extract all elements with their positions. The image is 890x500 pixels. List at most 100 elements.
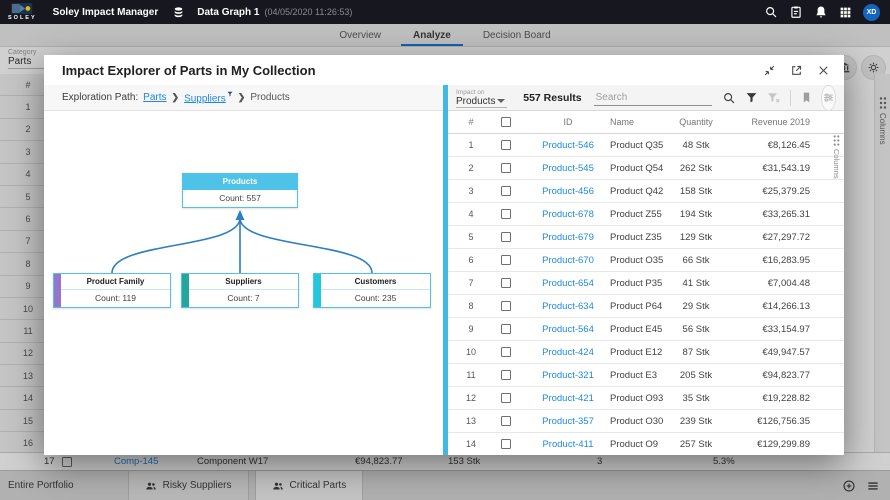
columns-drag-handle[interactable]: Columns bbox=[832, 134, 841, 179]
row-checkbox[interactable] bbox=[62, 457, 72, 467]
search-icon[interactable] bbox=[764, 5, 778, 19]
tab-decision-board[interactable]: Decision Board bbox=[482, 29, 551, 41]
collapse-icon[interactable] bbox=[763, 64, 776, 77]
table-row[interactable]: 14 Product-411 Product O9 257 Stk €129,2… bbox=[448, 433, 844, 455]
table-row[interactable]: 4 Product-678 Product Z55 194 Stk €33,26… bbox=[448, 203, 844, 226]
add-view-button[interactable] bbox=[842, 479, 856, 493]
background-table-row-17[interactable]: 17 Comp-145 Component W17 €94,823.77 153… bbox=[0, 452, 890, 470]
impact-on-label: Impact on bbox=[456, 88, 485, 96]
table-row[interactable]: 11 Product-321 Product E3 205 Stk €94,82… bbox=[448, 364, 844, 387]
product-name: Product O30 bbox=[610, 415, 664, 427]
product-id-link[interactable]: Product-546 bbox=[542, 139, 594, 151]
table-row[interactable]: 8 Product-634 Product P64 29 Stk €14,266… bbox=[448, 295, 844, 318]
header-quantity[interactable]: Quantity bbox=[679, 117, 713, 127]
database-icon[interactable] bbox=[172, 6, 185, 19]
exploration-path-label: Exploration Path: bbox=[62, 92, 139, 103]
row-checkbox[interactable] bbox=[501, 278, 511, 288]
product-id-link[interactable]: Product-634 bbox=[542, 300, 594, 312]
row-checkbox[interactable] bbox=[501, 301, 511, 311]
row-checkbox[interactable] bbox=[501, 232, 511, 242]
header-name[interactable]: Name bbox=[610, 117, 635, 127]
product-id-link[interactable]: Product-424 bbox=[542, 346, 594, 358]
product-id-link[interactable]: Product-411 bbox=[542, 438, 594, 450]
row-checkbox[interactable] bbox=[501, 324, 511, 334]
part-count: 3 bbox=[597, 456, 603, 467]
table-row[interactable]: 2 Product-545 Product Q54 262 Stk €31,54… bbox=[448, 157, 844, 180]
tab-analyze[interactable]: Analyze bbox=[397, 24, 467, 46]
product-id-link[interactable]: Product-421 bbox=[542, 392, 594, 404]
app-title: Soley Impact Manager bbox=[52, 6, 159, 18]
clear-filter-icon[interactable] bbox=[767, 91, 781, 105]
product-id-link[interactable]: Product-654 bbox=[542, 277, 594, 289]
top-bar: SOLEY Soley Impact Manager Data Graph 1 … bbox=[0, 0, 890, 24]
product-name: Product P64 bbox=[610, 300, 663, 312]
columns-drag-handle[interactable]: Columns bbox=[875, 74, 890, 145]
bookmark-icon[interactable] bbox=[800, 91, 813, 104]
bottom-bar: Entire Portfolio Risky Suppliers Critica… bbox=[0, 470, 890, 500]
diagram-pane: Exploration Path: Parts ❯ Suppliers ❯ Pr… bbox=[44, 85, 443, 455]
close-icon[interactable] bbox=[817, 64, 830, 77]
node-accent-bar bbox=[314, 274, 321, 307]
row-checkbox[interactable] bbox=[501, 416, 511, 426]
row-checkbox[interactable] bbox=[501, 393, 511, 403]
product-revenue: €129,299.89 bbox=[757, 438, 810, 450]
table-row[interactable]: 9 Product-564 Product E45 56 Stk €33,154… bbox=[448, 318, 844, 341]
table-row[interactable]: 10 Product-424 Product E12 87 Stk €49,94… bbox=[448, 341, 844, 364]
breadcrumb-parts-link[interactable]: Parts bbox=[143, 92, 167, 103]
row-checkbox[interactable] bbox=[501, 439, 511, 449]
product-revenue: €16,283.95 bbox=[762, 254, 810, 266]
table-row[interactable]: 7 Product-654 Product P35 41 Stk €7,004.… bbox=[448, 272, 844, 295]
category-select[interactable]: Category Parts bbox=[8, 49, 58, 69]
table-row[interactable]: 3 Product-456 Product Q42 158 Stk €25,37… bbox=[448, 180, 844, 203]
product-name: Product Z55 bbox=[610, 208, 662, 220]
select-all-checkbox[interactable] bbox=[501, 117, 511, 127]
header-id[interactable]: ID bbox=[563, 117, 573, 127]
row-checkbox[interactable] bbox=[501, 209, 511, 219]
tab-overview[interactable]: Overview bbox=[339, 29, 382, 41]
impact-on-select[interactable]: Impact on Products bbox=[456, 88, 508, 108]
diagram-node-product-family[interactable]: Product Family Count: 119 bbox=[53, 273, 171, 308]
table-settings-button[interactable] bbox=[820, 84, 836, 111]
product-id-link[interactable]: Product-357 bbox=[542, 415, 594, 427]
view-menu-button[interactable] bbox=[866, 479, 880, 493]
toolbar-divider bbox=[789, 89, 791, 106]
row-checkbox[interactable] bbox=[501, 163, 511, 173]
search-input[interactable] bbox=[593, 89, 712, 106]
table-row[interactable]: 5 Product-679 Product Z35 129 Stk €27,29… bbox=[448, 226, 844, 249]
breadcrumb-suppliers-link[interactable]: Suppliers bbox=[184, 93, 226, 105]
table-row[interactable]: 6 Product-670 Product O35 66 Stk €16,283… bbox=[448, 249, 844, 272]
row-checkbox[interactable] bbox=[501, 140, 511, 150]
product-id-link[interactable]: Product-679 bbox=[542, 231, 594, 243]
row-checkbox[interactable] bbox=[501, 370, 511, 380]
product-id-link[interactable]: Product-670 bbox=[542, 254, 594, 266]
bottom-tab-entire-portfolio[interactable]: Entire Portfolio bbox=[8, 480, 74, 491]
diagram-node-suppliers[interactable]: Suppliers Count: 7 bbox=[181, 273, 299, 308]
product-id-link[interactable]: Product-678 bbox=[542, 208, 594, 220]
search-icon[interactable] bbox=[722, 91, 736, 105]
apps-grid-icon[interactable] bbox=[839, 6, 852, 19]
open-in-new-window-icon[interactable] bbox=[790, 64, 803, 77]
product-id-link[interactable]: Product-321 bbox=[542, 369, 594, 381]
table-row[interactable]: 12 Product-421 Product O93 35 Stk €19,22… bbox=[448, 387, 844, 410]
row-checkbox[interactable] bbox=[501, 186, 511, 196]
product-revenue: €19,228.82 bbox=[762, 392, 810, 404]
product-id-link[interactable]: Product-456 bbox=[542, 185, 594, 197]
notifications-bell-icon[interactable] bbox=[814, 5, 828, 19]
header-revenue[interactable]: Revenue 2019 bbox=[751, 117, 810, 127]
diagram-node-products[interactable]: Products Count: 557 bbox=[182, 173, 298, 208]
product-revenue: €126,756.35 bbox=[757, 415, 810, 427]
table-row[interactable]: 1 Product-546 Product Q35 48 Stk €8,126.… bbox=[448, 134, 844, 157]
diagram-node-customers[interactable]: Customers Count: 235 bbox=[313, 273, 431, 308]
product-id-link[interactable]: Product-545 bbox=[542, 162, 594, 174]
bottom-tab-risky-suppliers[interactable]: Risky Suppliers bbox=[127, 471, 249, 500]
node-accent-bar bbox=[182, 274, 189, 307]
product-id-link[interactable]: Product-564 bbox=[542, 323, 594, 335]
bottom-tab-critical-parts[interactable]: Critical Parts bbox=[254, 471, 364, 500]
row-checkbox[interactable] bbox=[501, 347, 511, 357]
clipboard-icon[interactable] bbox=[789, 5, 803, 19]
table-row[interactable]: 13 Product-357 Product O30 239 Stk €126,… bbox=[448, 410, 844, 433]
filter-icon[interactable] bbox=[745, 91, 758, 104]
part-id-link[interactable]: Comp-145 bbox=[114, 456, 159, 467]
row-checkbox[interactable] bbox=[501, 255, 511, 265]
user-avatar[interactable]: XD bbox=[863, 3, 880, 21]
